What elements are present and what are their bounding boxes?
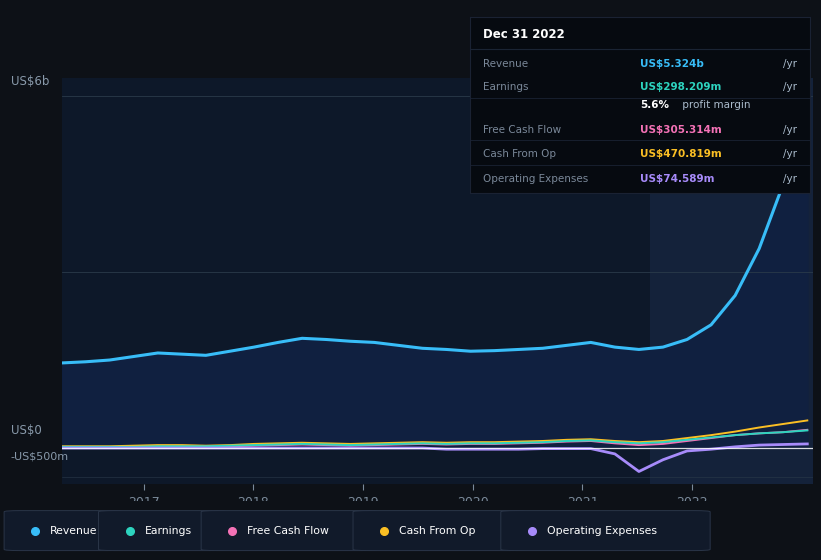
Text: US$0: US$0 bbox=[11, 423, 41, 437]
FancyBboxPatch shape bbox=[201, 511, 378, 550]
Text: US$298.209m: US$298.209m bbox=[640, 82, 722, 92]
FancyBboxPatch shape bbox=[4, 511, 123, 550]
Text: Operating Expenses: Operating Expenses bbox=[484, 174, 589, 184]
Text: Dec 31 2022: Dec 31 2022 bbox=[484, 28, 565, 41]
Text: Earnings: Earnings bbox=[484, 82, 529, 92]
FancyBboxPatch shape bbox=[501, 511, 710, 550]
Text: -US$500m: -US$500m bbox=[11, 451, 69, 461]
Text: Operating Expenses: Operating Expenses bbox=[547, 526, 657, 535]
Bar bbox=[650, 78, 813, 484]
Text: US$74.589m: US$74.589m bbox=[640, 174, 714, 184]
Text: Free Cash Flow: Free Cash Flow bbox=[484, 125, 562, 135]
Text: /yr: /yr bbox=[783, 150, 797, 160]
Text: /yr: /yr bbox=[783, 82, 797, 92]
Text: Cash From Op: Cash From Op bbox=[399, 526, 475, 535]
Text: /yr: /yr bbox=[783, 125, 797, 135]
Text: /yr: /yr bbox=[783, 59, 797, 69]
FancyBboxPatch shape bbox=[353, 511, 525, 550]
Text: US$5.324b: US$5.324b bbox=[640, 59, 704, 69]
Text: /yr: /yr bbox=[783, 174, 797, 184]
Text: US$470.819m: US$470.819m bbox=[640, 150, 722, 160]
Text: US$6b: US$6b bbox=[11, 74, 49, 88]
FancyBboxPatch shape bbox=[99, 511, 226, 550]
Text: Revenue: Revenue bbox=[484, 59, 529, 69]
Text: 5.6%: 5.6% bbox=[640, 100, 669, 110]
Text: Free Cash Flow: Free Cash Flow bbox=[247, 526, 329, 535]
Text: Cash From Op: Cash From Op bbox=[484, 150, 557, 160]
Text: US$305.314m: US$305.314m bbox=[640, 125, 722, 135]
Text: Earnings: Earnings bbox=[144, 526, 191, 535]
Text: profit margin: profit margin bbox=[679, 100, 750, 110]
Text: Revenue: Revenue bbox=[50, 526, 98, 535]
